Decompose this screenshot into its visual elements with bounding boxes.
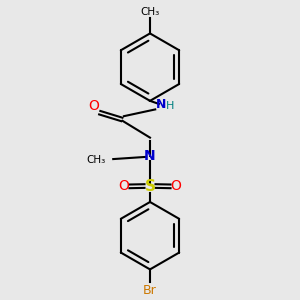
- Text: CH₃: CH₃: [140, 7, 160, 16]
- Text: O: O: [171, 179, 182, 193]
- Text: H: H: [166, 101, 175, 111]
- Text: CH₃: CH₃: [86, 155, 106, 165]
- Text: O: O: [88, 99, 99, 113]
- Text: Br: Br: [143, 284, 157, 297]
- Text: O: O: [118, 179, 129, 193]
- Text: N: N: [144, 149, 156, 163]
- Text: N: N: [155, 98, 166, 111]
- Text: S: S: [145, 178, 155, 194]
